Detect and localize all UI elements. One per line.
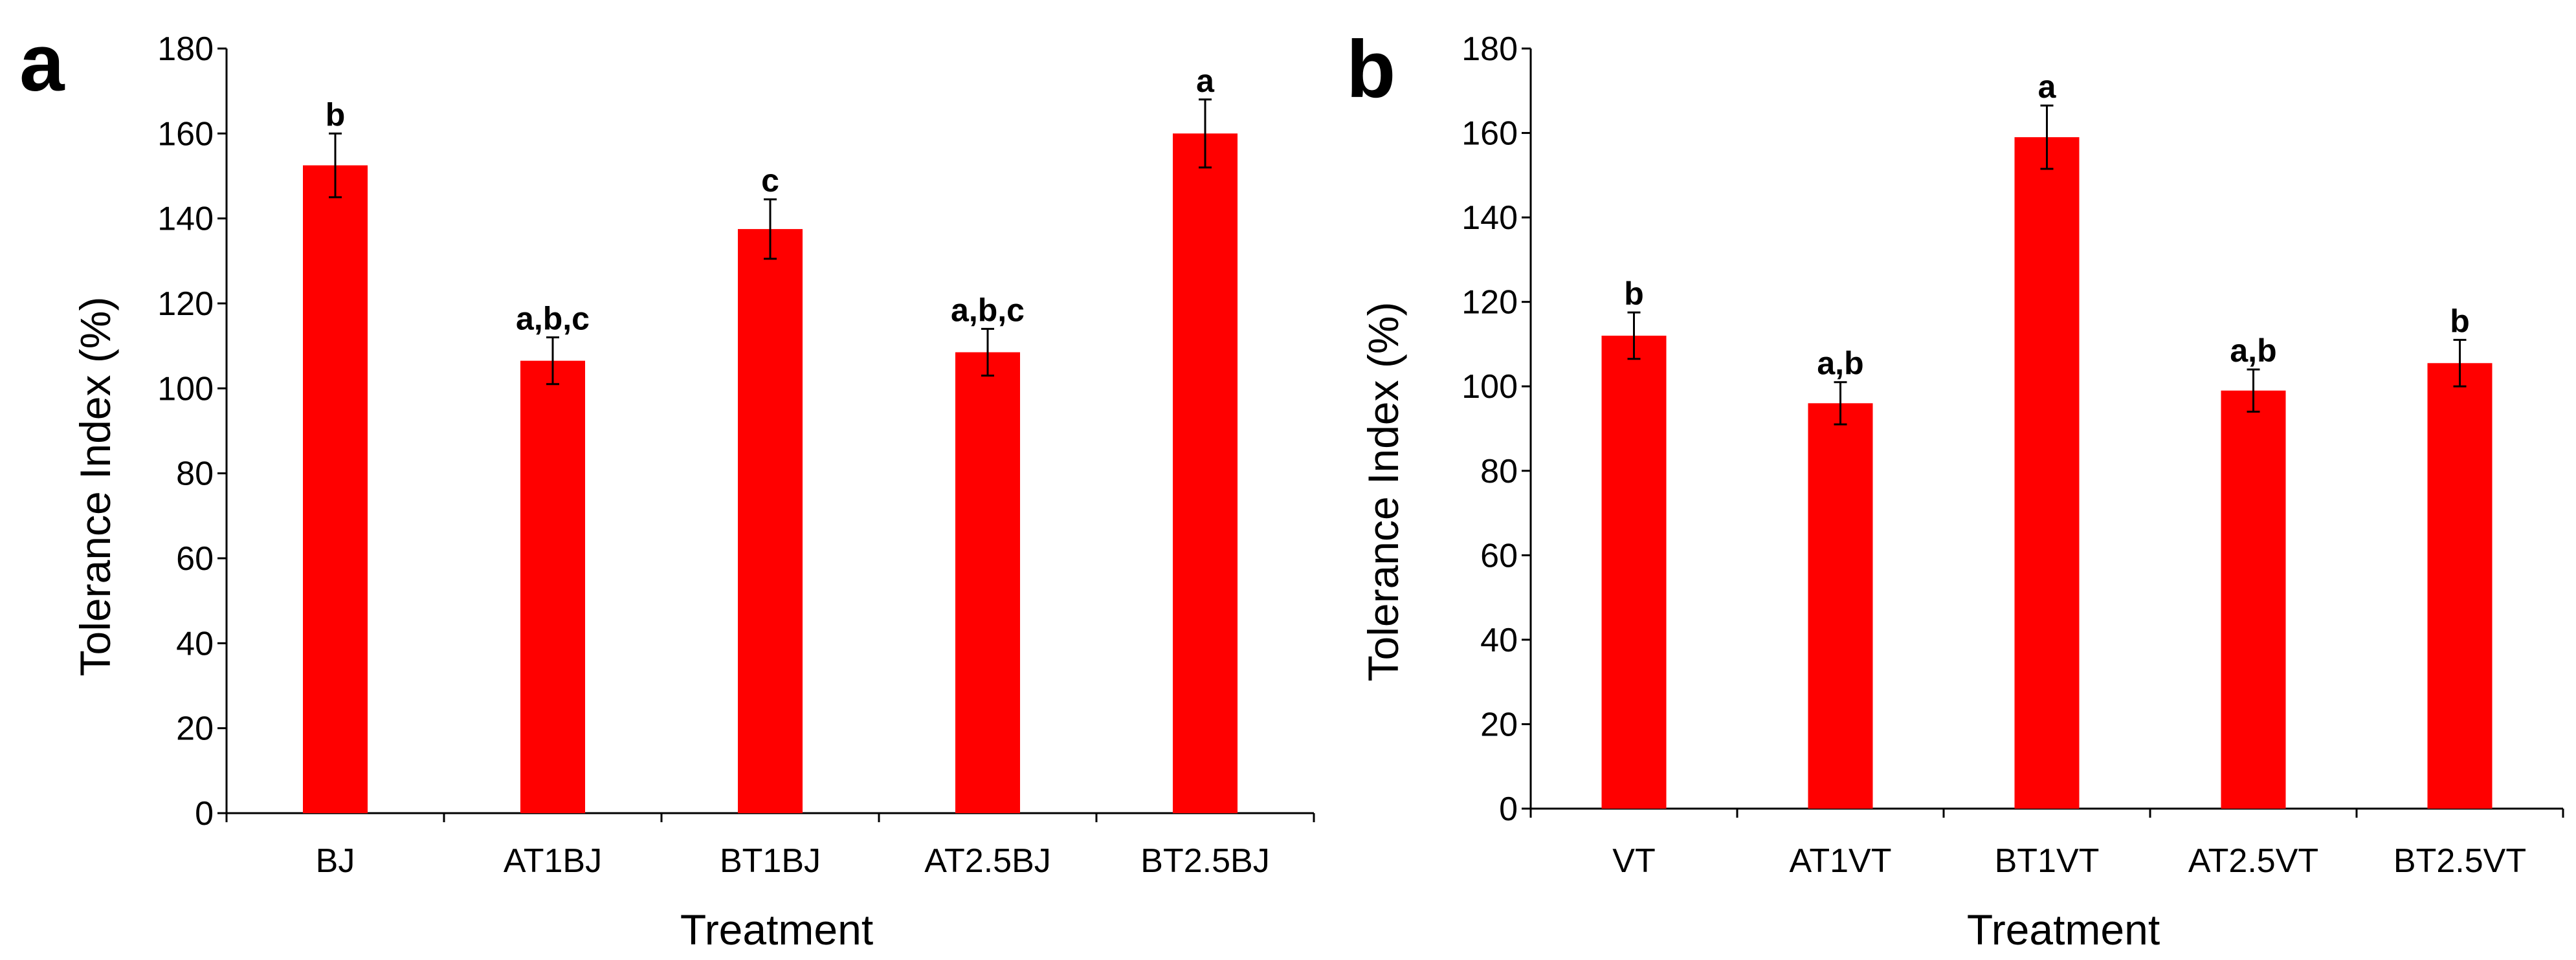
panel-b-bar-AT1VT (1808, 403, 1873, 809)
panel-a-y-tick-label: 80 (176, 455, 214, 493)
panel-b-letter: b (1346, 25, 1395, 115)
panel-b-error-bar-AT2.5VT (2247, 368, 2260, 413)
panel-b-error-bar-AT1VT (1834, 381, 1847, 426)
panel-b-y-tick-label: 100 (1461, 368, 1518, 406)
panel-b-ylabel: Tolerance Index (%) (1359, 302, 1407, 682)
panel-a-error-bar-BT1BJ (764, 198, 777, 260)
panel-b-y-tick-label: 180 (1461, 30, 1518, 68)
panel-a-ylabel: Tolerance Index (%) (71, 297, 119, 677)
panel-b-y-tick-label: 80 (1480, 453, 1518, 490)
panel-b-y-tick-label: 160 (1461, 115, 1518, 153)
panel-a-bar-AT1BJ (520, 360, 585, 813)
panel-a-y-tick-label: 140 (157, 201, 214, 238)
panel-b-bar-BT2.5VT (2427, 363, 2493, 809)
panel-a-bar-BJ (303, 165, 368, 814)
panel-b-category-AT2.5VT: AT2.5VT (2188, 842, 2318, 880)
panel-b-category-BT2.5VT: BT2.5VT (2393, 842, 2526, 880)
panel-a-sig-label-BJ: b (326, 96, 346, 133)
panel-b-y-tick-label: 140 (1461, 199, 1518, 237)
panel-b: b Tolerance Index (%) Treatment 0 20 40 60 8… (1346, 25, 2564, 954)
panel-a-y-tick-label: 0 (195, 795, 214, 833)
panel-a-category-BT2.5BJ: BT2.5BJ (1140, 842, 1269, 880)
panel-a-sig-label-AT1BJ: a,b,c (516, 301, 590, 337)
panel-b-category-BT1VT: BT1VT (1995, 842, 2100, 880)
panel-a-error-bar-BJ (329, 132, 342, 199)
panel-a-bar-AT2.5BJ (955, 352, 1020, 813)
panel-a-error-bar-AT1BJ (546, 336, 559, 386)
panel-a-y-tick-label: 20 (176, 710, 214, 748)
panel-a-sig-label-BT1BJ: c (761, 162, 779, 199)
panel-a-category-AT1BJ: AT1BJ (504, 842, 602, 880)
panel-b-sig-label-VT: b (1624, 276, 1644, 312)
panel-a-y-tick-label: 100 (157, 370, 214, 408)
panel-a-bar-BT1BJ (738, 229, 803, 813)
panel-b-category-VT: VT (1612, 842, 1655, 880)
panel-b-y-tick-label: 40 (1480, 622, 1518, 659)
panel-b-sig-label-AT2.5VT: a,b (2230, 333, 2276, 369)
panel-b-sig-label-BT2.5VT: b (2450, 303, 2470, 339)
panel-a-error-bar-BT2.5BJ (1199, 98, 1212, 169)
panel-a-error-bar-AT2.5BJ (981, 327, 994, 377)
panel-b-y-tick-label: 20 (1480, 706, 1518, 743)
panel-a-y-tick-label: 180 (157, 30, 214, 68)
panel-b-bar-BT1VT (2014, 137, 2080, 809)
panel-a-category-AT2.5BJ: AT2.5BJ (924, 842, 1051, 880)
panel-b-bar-AT2.5VT (2221, 390, 2286, 809)
panel-a-bar-BT2.5BJ (1173, 133, 1238, 813)
panel-b-y-tick-label: 0 (1499, 791, 1518, 828)
panel-a-y-tick-label: 160 (157, 115, 214, 153)
panel-b-xlabel: Treatment (1967, 906, 2160, 954)
panel-a-category-BJ: BJ (316, 842, 355, 880)
panel-a-y-tick-label: 120 (157, 285, 214, 323)
panel-b-y-tick-label: 60 (1480, 537, 1518, 574)
panel-b-error-bar-BT1VT (2040, 104, 2054, 170)
panel-a-letter: a (19, 18, 65, 108)
panel-b-y-tick-label: 120 (1461, 284, 1518, 322)
panel-a-category-BT1BJ: BT1BJ (720, 842, 821, 880)
panel-a-sig-label-AT2.5BJ: a,b,c (951, 292, 1025, 328)
panel-a-xlabel: Treatment (680, 906, 873, 954)
panel-a: a Tolerance Index (%) Treatment 0 20 40 60 8… (19, 18, 1315, 954)
panel-a-sig-label-BT2.5BJ: a (1196, 63, 1215, 99)
panel-b-sig-label-BT1VT: a (2038, 69, 2057, 105)
panel-b-error-bar-VT (1627, 311, 1641, 360)
panel-b-error-bar-BT2.5VT (2453, 338, 2467, 387)
panel-a-y-tick-label: 60 (176, 540, 214, 578)
panel-b-sig-label-AT1VT: a,b (1817, 345, 1863, 382)
panel-b-category-AT1VT: AT1VT (1790, 842, 1892, 880)
panel-a-y-tick-label: 40 (176, 625, 214, 662)
panel-b-bar-VT (1601, 335, 1667, 809)
